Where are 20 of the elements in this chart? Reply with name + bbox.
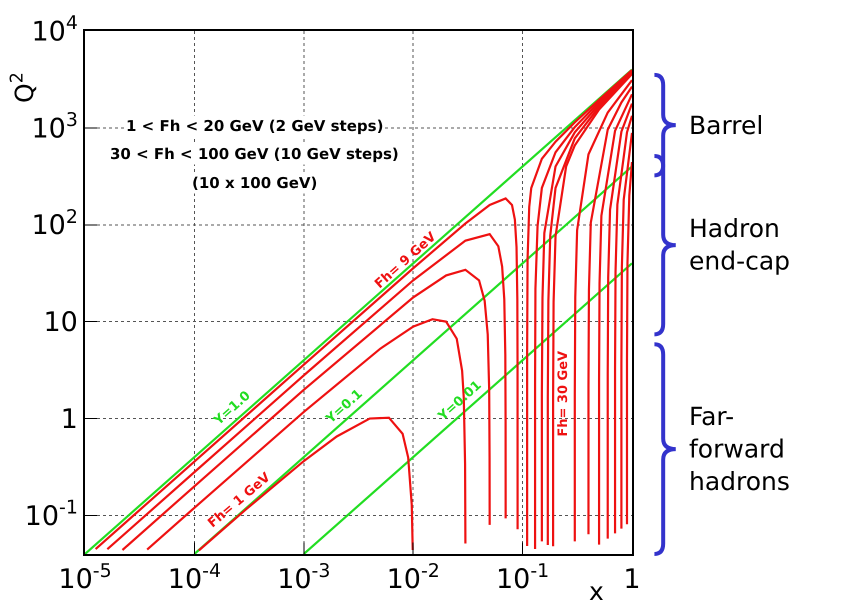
x-tick-label: 10$^{-3}$	[277, 560, 330, 596]
x-tick-label: 10$^{-2}$	[386, 560, 440, 596]
y-tick-label: 10$^{4}$	[31, 12, 78, 48]
annotation: 30 < Fh < 100 GeV (10 GeV steps)	[110, 145, 399, 163]
text: Hadron end-cap	[689, 214, 790, 276]
annotation: Fh= 30 GeV	[556, 350, 571, 437]
x-tick-label: 10$^{-1}$	[496, 560, 550, 596]
text: Barrel	[689, 111, 764, 140]
x-tick-label: 10$^{-5}$	[58, 560, 112, 596]
y-tick-label: 10	[43, 307, 78, 338]
y-tick-label: 10$^{2}$	[31, 206, 78, 242]
x-tick-label: 10$^{-4}$	[168, 560, 221, 596]
y-tick-label: 10$^{3}$	[31, 109, 78, 144]
text: Far-forward hadrons	[689, 402, 790, 496]
y-tick-label: 10$^{-1}$	[24, 496, 78, 532]
annotation: 1 < Fh < 20 GeV (2 GeV steps)	[126, 117, 384, 135]
y-tick-label: 1	[60, 404, 78, 436]
x-axis-title: x	[589, 577, 604, 606]
annotation: (10 x 100 GeV)	[192, 174, 318, 192]
x-tick-label: 1	[623, 564, 641, 596]
